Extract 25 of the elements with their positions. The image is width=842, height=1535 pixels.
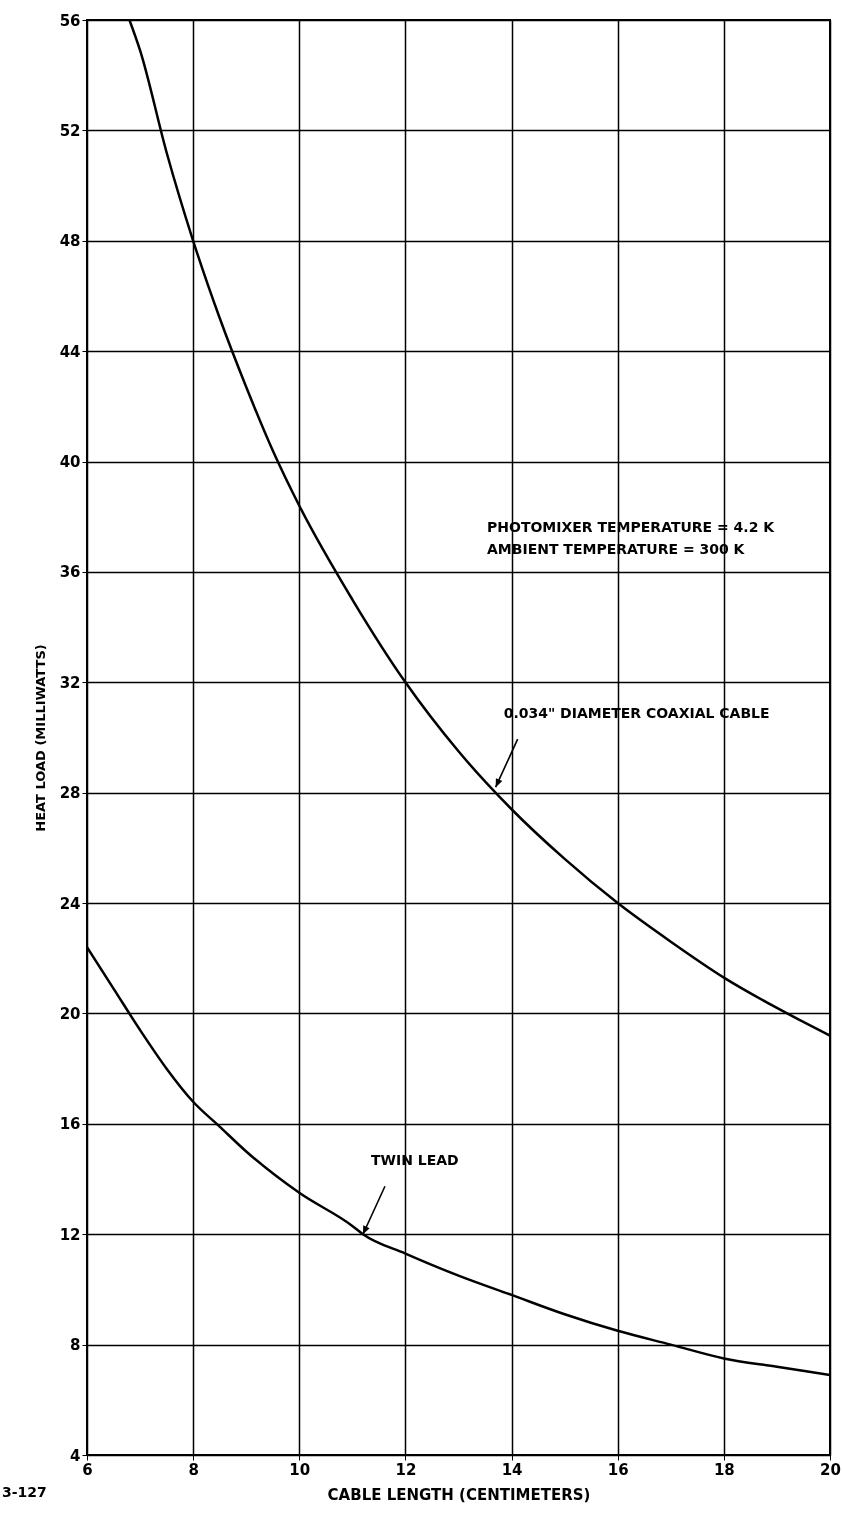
text: 3-127 [2, 1484, 47, 1500]
x-tick-label: 18 [713, 1460, 735, 1479]
x-tick-label: 6 [82, 1460, 93, 1479]
y-tick-label: 24 [59, 894, 81, 913]
y-tick-label: 40 [59, 453, 81, 472]
y-tick-label: 28 [59, 784, 81, 803]
y-tick-label: 8 [70, 1336, 81, 1355]
y-tick-label: 12 [59, 1225, 81, 1244]
y-tick-label: 48 [59, 232, 81, 251]
y-tick-label: 36 [59, 563, 81, 582]
x-tick-label: 8 [188, 1460, 199, 1479]
y-axis-title: HEAT LOAD (MILLIWATTS) [32, 644, 48, 832]
y-tick-label: 32 [59, 673, 81, 692]
x-tick-label: 14 [501, 1460, 523, 1479]
y-tick-label: 16 [59, 1115, 81, 1134]
y-tick-label: 52 [59, 121, 81, 140]
y-tick-label: 56 [59, 11, 81, 30]
x-tick-label: 16 [607, 1460, 629, 1479]
y-tick-label: 20 [59, 1004, 81, 1023]
x-tick-label: 12 [395, 1460, 417, 1479]
x-tick-label: 20 [820, 1460, 841, 1479]
x-axis-title: CABLE LENGTH (CENTIMETERS) [327, 1485, 591, 1504]
x-tick-label: 10 [289, 1460, 311, 1479]
y-tick-label: 4 [70, 1446, 81, 1465]
y-tick-label: 44 [59, 342, 81, 361]
